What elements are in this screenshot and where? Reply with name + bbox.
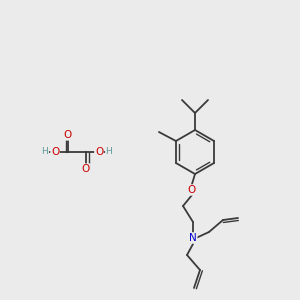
Text: O: O bbox=[188, 185, 196, 195]
Text: O: O bbox=[64, 130, 72, 140]
Text: O: O bbox=[95, 147, 103, 157]
Text: H: H bbox=[42, 148, 48, 157]
Text: H: H bbox=[106, 148, 112, 157]
Text: O: O bbox=[82, 164, 90, 174]
Text: N: N bbox=[189, 233, 197, 243]
Text: O: O bbox=[51, 147, 59, 157]
